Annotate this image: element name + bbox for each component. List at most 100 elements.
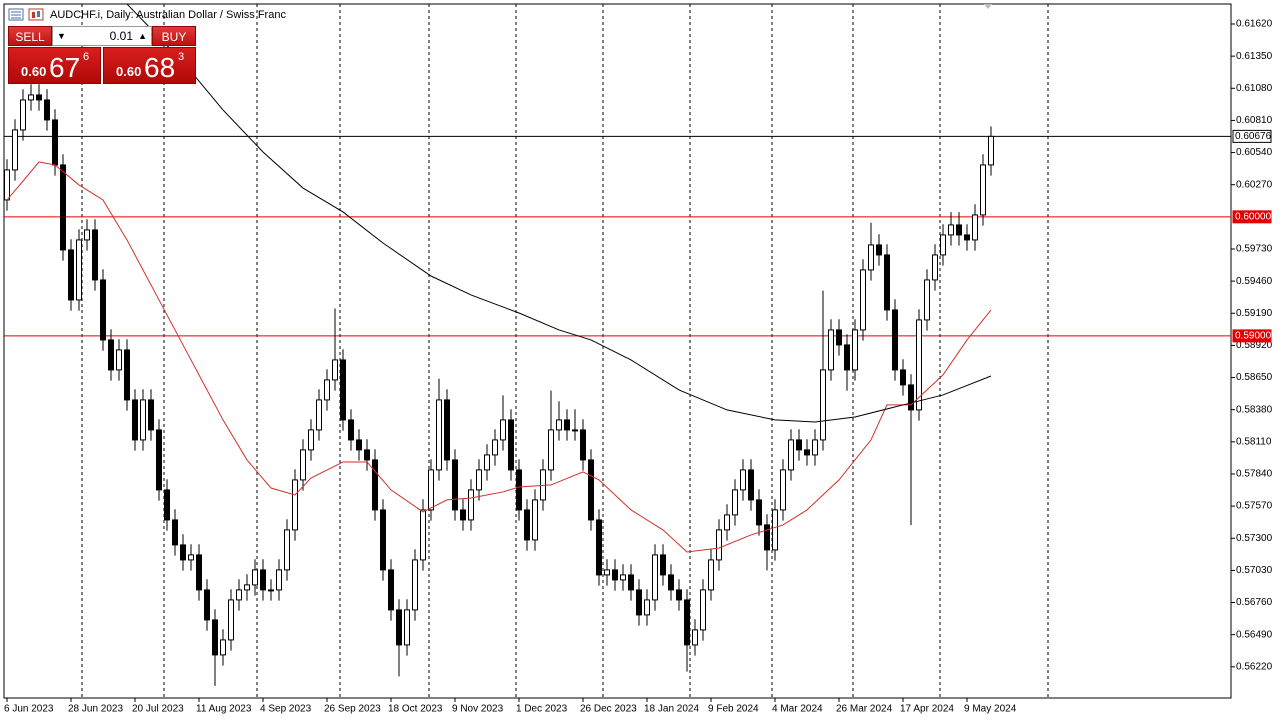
candle-body [796, 439, 802, 451]
candle-body [404, 609, 410, 646]
ask-quote[interactable]: 0.60 68 3 [103, 47, 196, 84]
candle-body [948, 224, 954, 236]
candle-body [860, 269, 866, 331]
candle-body [828, 329, 834, 371]
plot-frame [3, 3, 1232, 699]
x-tick-label: 4 Mar 2024 [772, 704, 823, 715]
axes: 0.616200.613500.610800.608100.605400.602… [4, 19, 1273, 715]
bid-small: 6 [83, 51, 90, 63]
candle-body [436, 399, 442, 471]
candle-body [156, 429, 162, 491]
candle-body [148, 399, 154, 431]
candle-body [532, 499, 538, 541]
candle-body [940, 234, 946, 256]
buy-button[interactable]: BUY [152, 26, 196, 46]
y-tick-label: 0.58380 [1236, 404, 1273, 415]
vertical-grid [81, 4, 1049, 698]
candle-body [180, 544, 186, 561]
candle-body [100, 279, 106, 341]
x-tick-label: 18 Jan 2024 [644, 704, 699, 715]
candle-body [580, 429, 586, 461]
candle-body [412, 559, 418, 611]
candle-body [724, 514, 730, 531]
price-level-label: 0.60676 [1235, 131, 1272, 142]
y-tick-label: 0.58650 [1236, 372, 1273, 383]
candle-body [508, 419, 514, 471]
candle-body [788, 439, 794, 471]
candle-body [572, 429, 578, 432]
candle-body [268, 589, 274, 592]
candle-body [340, 359, 346, 421]
trade-panel: SELL ▼ 0.01 ▲ BUY 0.60 67 6 0.60 68 3 [8, 26, 196, 84]
candle-body [596, 519, 602, 576]
x-tick-label: 18 Oct 2023 [388, 704, 443, 715]
candle-body [292, 479, 298, 531]
candle-body [748, 469, 754, 501]
candle-body [932, 254, 938, 281]
candle-body [652, 554, 658, 601]
candle-body [556, 419, 562, 431]
candle-body [524, 509, 530, 541]
candle-body [44, 99, 50, 121]
x-tick-label: 9 Feb 2024 [708, 704, 759, 715]
candle-body [196, 554, 202, 591]
candle-body [164, 489, 170, 521]
candle-body [516, 469, 522, 511]
bid-prefix: 0.60 [21, 64, 47, 79]
candle-body [36, 94, 42, 101]
candle-body [900, 369, 906, 386]
candle-body [380, 509, 386, 571]
candle-body [772, 509, 778, 551]
candle-body [780, 469, 786, 511]
candle-body [868, 244, 874, 271]
y-tick-label: 0.56760 [1236, 597, 1273, 608]
y-tick-label: 0.58110 [1236, 436, 1272, 447]
candle-body [116, 349, 122, 371]
candle-body [444, 399, 450, 461]
candle-body [604, 569, 610, 576]
candle-body [908, 384, 914, 411]
candle-body [924, 279, 930, 321]
sell-button[interactable]: SELL [8, 26, 52, 46]
candle-body [244, 584, 250, 591]
candle-body [740, 469, 746, 491]
bid-big: 67 [49, 52, 81, 83]
candle-body [692, 629, 698, 646]
candle-body [836, 329, 842, 346]
candle-body [884, 254, 890, 311]
candle-body [276, 569, 282, 591]
lot-box[interactable]: ▼ 0.01 ▲ [52, 26, 152, 46]
candle-body [756, 499, 762, 526]
candle-body [476, 469, 482, 491]
lot-up[interactable]: ▲ [138, 31, 147, 41]
y-tick-label: 0.57570 [1236, 501, 1273, 512]
candle-body [76, 239, 82, 301]
candle-body [820, 369, 826, 441]
candle-body [988, 135, 994, 166]
price-level-label: 0.60000 [1235, 211, 1272, 222]
candle-body [316, 399, 322, 431]
candle-body [636, 589, 642, 616]
candle-body [92, 229, 98, 281]
x-tick-label: 1 Dec 2023 [516, 704, 568, 715]
y-tick-label: 0.58920 [1236, 340, 1273, 351]
candle-body [980, 164, 986, 216]
ask-big: 68 [144, 52, 176, 83]
candle-body [676, 589, 682, 601]
x-tick-label: 17 Apr 2024 [900, 704, 954, 715]
moving-average [126, 4, 992, 423]
x-tick-label: 26 Dec 2023 [580, 704, 637, 715]
candle-body [356, 439, 362, 451]
lot-down[interactable]: ▼ [57, 31, 66, 41]
y-tick-label: 0.57300 [1236, 533, 1273, 544]
candle-body [220, 639, 226, 656]
candle-body [348, 419, 354, 441]
candle-body [500, 419, 506, 441]
candle-body [28, 94, 34, 101]
candle-body [460, 509, 466, 521]
candle-body [612, 569, 618, 581]
candle-body [684, 599, 690, 646]
candle-body [212, 619, 218, 656]
bid-quote[interactable]: 0.60 67 6 [8, 47, 101, 84]
y-tick-label: 0.60810 [1236, 115, 1273, 126]
